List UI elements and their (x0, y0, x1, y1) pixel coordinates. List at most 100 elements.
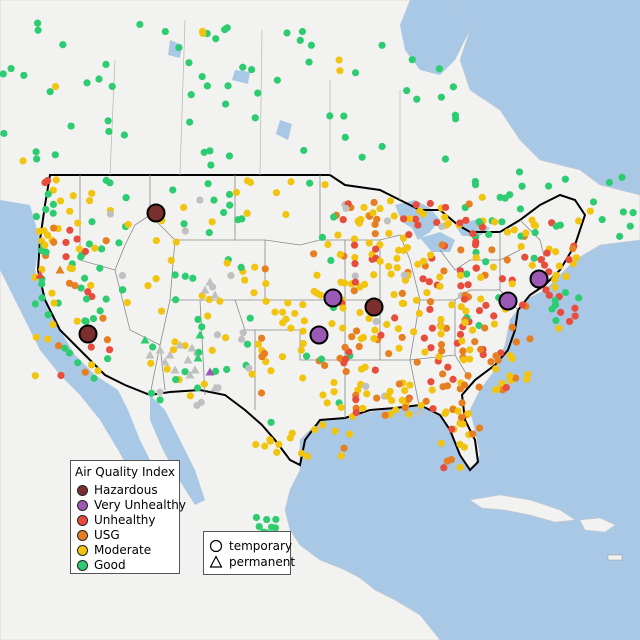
station-marker (373, 215, 381, 223)
usg-swatch-icon (77, 529, 88, 541)
station-marker (180, 203, 188, 212)
station-marker (395, 380, 403, 388)
station-marker (73, 235, 81, 243)
station-marker (565, 317, 574, 326)
station-marker (508, 280, 516, 288)
station-marker (526, 335, 534, 343)
station-marker (475, 383, 483, 391)
station-marker (464, 281, 472, 289)
major-stations (78, 203, 549, 345)
station-marker (123, 298, 131, 307)
station-marker (555, 324, 563, 332)
station-marker (460, 356, 468, 364)
station-marker (370, 271, 378, 279)
station-marker (38, 294, 46, 302)
station-marker (239, 63, 247, 71)
station-marker (383, 320, 391, 329)
station-marker (404, 395, 413, 403)
station-marker (399, 234, 408, 242)
station-marker (49, 186, 57, 194)
station-marker (42, 248, 50, 256)
station-marker (299, 339, 307, 348)
station-marker (80, 274, 89, 282)
large-station-marker (309, 325, 329, 345)
station-marker (472, 254, 480, 262)
station-marker (106, 210, 115, 218)
station-marker (248, 370, 256, 378)
station-marker (419, 275, 427, 283)
station-marker (519, 301, 527, 309)
station-marker (589, 198, 598, 206)
station-marker (50, 299, 58, 307)
station-marker (307, 41, 315, 49)
station-marker (426, 199, 434, 208)
station-marker (449, 375, 457, 383)
station-marker (456, 419, 464, 427)
station-marker (204, 180, 212, 188)
station-marker (0, 129, 8, 138)
station-marker (89, 315, 98, 323)
station-marker (258, 334, 266, 342)
station-marker (87, 281, 95, 290)
station-marker (518, 182, 526, 190)
station-marker (88, 292, 96, 301)
station-marker (413, 95, 421, 103)
station-marker (208, 218, 216, 226)
station-marker (196, 196, 204, 204)
station-triangle (140, 335, 150, 344)
station-marker (456, 219, 464, 227)
station-marker (87, 361, 96, 369)
station-marker (262, 357, 270, 366)
station-marker (283, 29, 291, 37)
station-marker (376, 204, 384, 213)
station-marker (463, 270, 471, 278)
station-marker (246, 314, 254, 322)
station-marker (239, 329, 247, 337)
station-marker (198, 323, 206, 331)
station-marker (77, 284, 85, 292)
station-marker (406, 381, 414, 389)
shape-legend-label: temporary (229, 539, 293, 553)
station-marker (393, 254, 401, 263)
station-marker (363, 390, 371, 398)
station-triangle (187, 343, 197, 352)
station-marker (298, 27, 307, 36)
station-triangle (205, 367, 215, 376)
station-marker (395, 344, 403, 352)
station-marker (444, 363, 452, 371)
station-marker (319, 391, 327, 399)
station-marker (571, 304, 579, 312)
station-marker (370, 335, 378, 343)
station-marker (74, 359, 82, 367)
station-marker (457, 413, 466, 422)
station-marker (401, 386, 409, 395)
station-marker (530, 254, 538, 262)
station-marker (163, 365, 171, 373)
station-marker (291, 309, 299, 318)
station-marker (212, 367, 220, 375)
station-marker (339, 304, 347, 312)
station-marker (203, 82, 211, 90)
station-marker (449, 83, 457, 91)
triangle-icon (209, 555, 223, 568)
station-marker (438, 222, 446, 231)
station-marker (157, 307, 166, 315)
moderate-swatch-icon (77, 544, 88, 556)
station-marker (471, 181, 480, 189)
station-marker (87, 343, 95, 351)
station-marker (250, 289, 258, 297)
station-marker (44, 335, 52, 343)
station-marker (223, 259, 231, 267)
station-marker (337, 403, 345, 412)
station-marker (81, 368, 89, 376)
station-marker (198, 27, 207, 35)
station-marker (360, 203, 368, 212)
station-marker (395, 246, 403, 254)
station-marker (405, 215, 414, 223)
station-marker (531, 228, 539, 237)
cuba-island (469, 494, 576, 523)
station-marker (147, 359, 155, 367)
station-marker (330, 213, 338, 221)
station-marker (351, 260, 359, 268)
station-marker (334, 231, 342, 239)
